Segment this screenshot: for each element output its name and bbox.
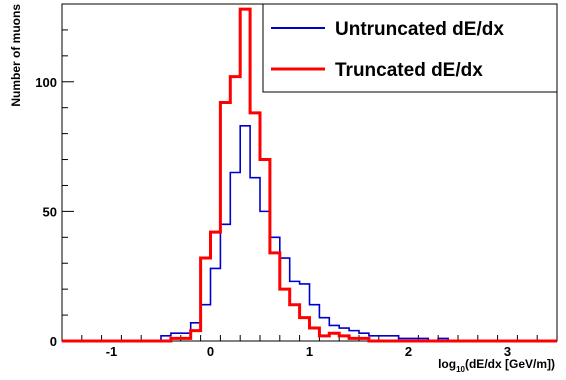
series-lines: [62, 7, 557, 343]
y-tick-label: 50: [43, 204, 57, 219]
legend-label-untruncated: Untruncated dE/dx: [335, 19, 504, 40]
y-axis-label: Number of muons: [9, 4, 23, 107]
series-truncated: [62, 7, 557, 343]
series-untruncated: [62, 125, 557, 342]
x-axis-label-rest: (dE/dx [GeV/m]): [465, 357, 555, 371]
x-axis-label-log: log: [438, 357, 456, 371]
x-tick-label: 3: [504, 344, 511, 359]
x-tick-label: 0: [207, 344, 214, 359]
y-tick-label: 100: [35, 75, 57, 90]
x-tick-label: 1: [306, 344, 313, 359]
legend-label-truncated: Truncated dE/dx: [335, 60, 483, 81]
x-axis-label: log10(dE/dx [GeV/m]): [438, 357, 555, 374]
x-axis-label-subscript: 10: [456, 365, 465, 374]
y-tick-label: 0: [50, 334, 57, 349]
legend: Untruncated dE/dx Truncated dE/dx: [262, 3, 558, 93]
x-tick-label: -1: [106, 344, 118, 359]
x-tick-label: 2: [405, 344, 412, 359]
legend-box: [262, 3, 558, 93]
